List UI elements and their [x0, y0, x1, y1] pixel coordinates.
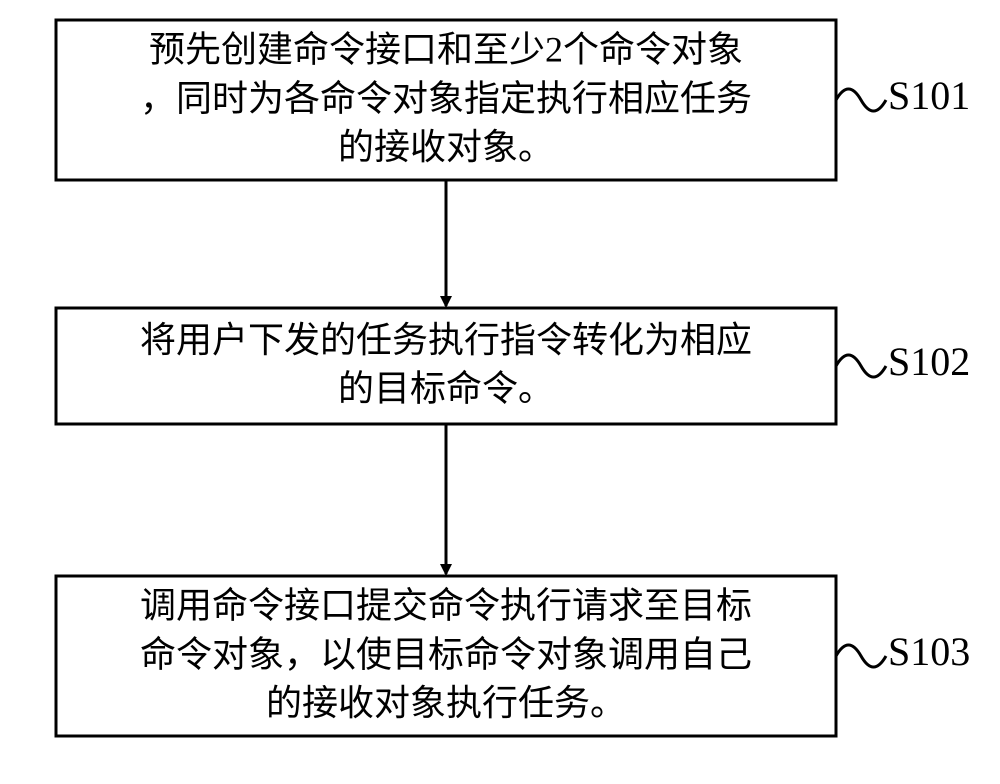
step-text-line: 将用户下发的任务执行指令转化为相应: [140, 320, 752, 360]
step-text-line: 的接收对象执行任务。: [266, 683, 626, 723]
flow-step-b2: 将用户下发的任务执行指令转化为相应的目标命令。 S102: [56, 308, 970, 424]
step-text-line: 的接收对象。: [338, 127, 554, 167]
step-text-line: 调用命令接口提交命令执行请求至目标: [140, 586, 752, 626]
step-text-line: 的目标命令。: [338, 369, 554, 409]
step-text-line: 命令对象，以使目标命令对象调用自己: [140, 634, 752, 674]
step-label: S102: [888, 339, 970, 384]
brace-connector: [836, 355, 886, 377]
flow-step-b1: 预先创建命令接口和至少2个命令对象 ，同时为各命令对象指定执行相应任务的接收对象。…: [56, 20, 970, 180]
step-label: S103: [888, 629, 970, 674]
brace-connector: [836, 89, 886, 111]
step-text-line: 预先创建命令接口和至少2个命令对象: [149, 30, 743, 70]
brace-connector: [836, 645, 886, 667]
step-text-line: ，同时为各命令对象指定执行相应任务: [140, 78, 752, 118]
flow-step-b3: 调用命令接口提交命令执行请求至目标命令对象，以使目标命令对象调用自己的接收对象执…: [56, 576, 970, 736]
step-label: S101: [888, 73, 970, 118]
